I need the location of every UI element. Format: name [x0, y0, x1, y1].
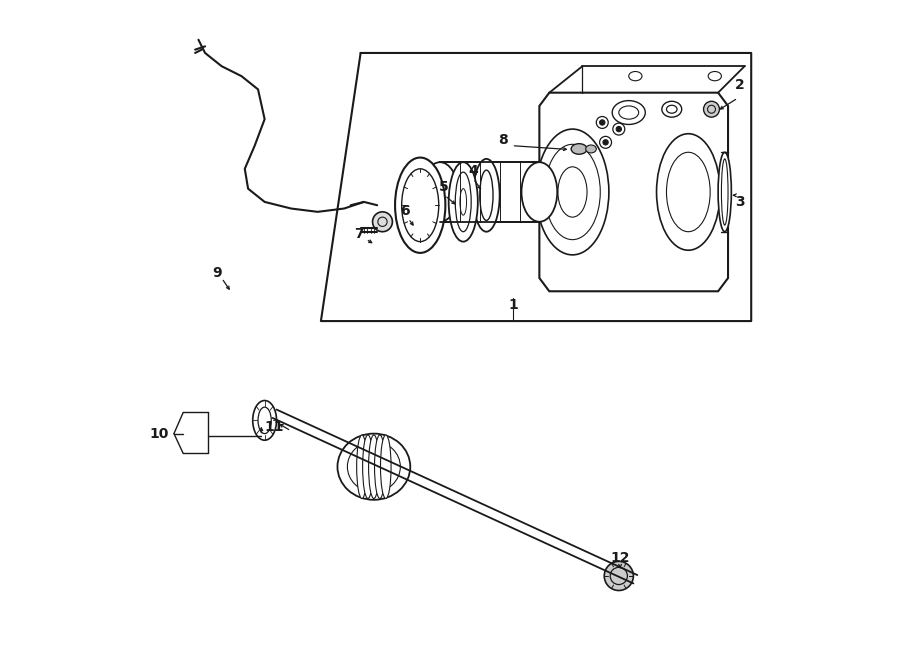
Text: 2: 2: [735, 77, 745, 92]
Ellipse shape: [356, 435, 367, 498]
Ellipse shape: [599, 120, 605, 125]
Text: 3: 3: [735, 195, 745, 209]
Text: 9: 9: [212, 265, 221, 280]
Text: 10: 10: [149, 426, 168, 441]
Ellipse shape: [572, 144, 587, 154]
Ellipse shape: [338, 434, 410, 500]
Text: 11: 11: [265, 420, 284, 434]
Ellipse shape: [473, 159, 500, 232]
Text: 8: 8: [498, 133, 508, 148]
Ellipse shape: [604, 561, 634, 591]
Ellipse shape: [253, 401, 276, 440]
Ellipse shape: [422, 162, 458, 222]
Ellipse shape: [395, 158, 446, 253]
Ellipse shape: [704, 101, 719, 117]
Ellipse shape: [616, 126, 622, 132]
Ellipse shape: [369, 435, 379, 498]
Ellipse shape: [363, 435, 374, 498]
Text: 5: 5: [438, 180, 448, 195]
Ellipse shape: [381, 435, 392, 498]
Ellipse shape: [521, 162, 557, 222]
Polygon shape: [539, 93, 728, 291]
Ellipse shape: [586, 145, 597, 153]
Text: 1: 1: [508, 297, 518, 312]
Ellipse shape: [718, 152, 732, 232]
Ellipse shape: [373, 212, 392, 232]
Text: 7: 7: [355, 226, 365, 241]
Text: 12: 12: [610, 551, 630, 565]
Ellipse shape: [449, 162, 478, 242]
Polygon shape: [440, 162, 539, 222]
Text: 4: 4: [468, 164, 478, 178]
Text: 6: 6: [400, 203, 410, 218]
Ellipse shape: [603, 140, 608, 145]
Ellipse shape: [374, 435, 385, 498]
